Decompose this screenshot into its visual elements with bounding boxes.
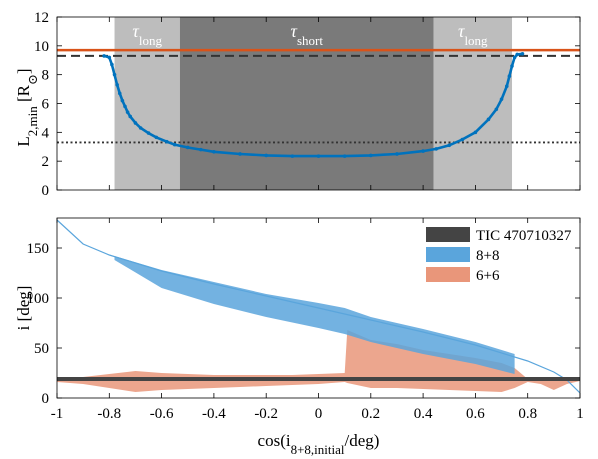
l2min-point	[107, 55, 112, 60]
bottom-x-axis-label: cos(i8+8,initial/deg)	[258, 431, 380, 457]
region-label-0: τlong	[132, 21, 162, 48]
bottom-xtick-label: 0.6	[466, 406, 485, 422]
l2min-point	[499, 97, 504, 101]
legend-label: 8+8	[476, 248, 499, 264]
bottom-xtick-label: -1	[51, 406, 64, 422]
l2min-point	[128, 114, 133, 119]
l2min-point	[102, 54, 106, 58]
bottom-panel: 0 50 100 150 -1 -0.8 -0.6 -0.4 -0.2 0 0.2 0.4 0.6 0.8…	[14, 217, 584, 457]
l2min-point	[138, 126, 143, 130]
bottom-xtick-label: 0.2	[361, 406, 380, 422]
top-plot-area	[57, 17, 580, 190]
top-ytick-label: 6	[42, 97, 50, 113]
bottom-plot-area	[57, 219, 580, 394]
l2min-point	[133, 121, 138, 125]
l2min-point	[238, 152, 242, 156]
bottom-xtick-label: 0.4	[414, 406, 433, 422]
bottom-xtick-label: -0.4	[202, 406, 226, 422]
top-ytick-label: 2	[42, 154, 50, 170]
l2min-point	[165, 139, 169, 144]
bottom-xtick-label: -0.2	[254, 406, 278, 422]
legend: TIC 470710327 8+8 6+6	[426, 227, 572, 284]
l2min-point	[507, 74, 512, 78]
l2min-point	[199, 147, 203, 152]
l2min-point	[494, 107, 499, 112]
l2min-point	[510, 64, 514, 68]
l2min-point	[473, 130, 478, 135]
l2min-curve	[103, 52, 523, 158]
l2min-point	[154, 135, 159, 140]
l2min-point	[369, 153, 373, 158]
region-label-1: τshort	[291, 21, 324, 48]
top-ytick-label: 8	[42, 68, 50, 84]
legend-swatch	[426, 227, 470, 242]
top-ytick-label: 12	[34, 10, 49, 26]
top-ytick-label: 10	[34, 39, 49, 55]
l2min-point	[447, 143, 452, 148]
l2min-point	[486, 117, 491, 122]
l2min-point	[421, 149, 425, 153]
bottom-xtick-label: 0	[315, 406, 323, 422]
bottom-xtick-label: 0.8	[518, 406, 537, 422]
bottom-xtick-label: -0.6	[150, 406, 174, 422]
l2min-point	[316, 154, 321, 158]
band-8plus8	[114, 256, 515, 374]
bottom-ytick-label: 100	[27, 291, 50, 307]
l2min-point	[123, 104, 127, 109]
legend-swatch	[426, 267, 470, 282]
l2min-point	[342, 154, 347, 158]
line-8plus8	[57, 219, 580, 394]
l2min-point	[110, 62, 114, 67]
top-ytick-label: 4	[42, 125, 50, 141]
l2min-point	[120, 98, 125, 103]
l2min-point	[520, 51, 525, 56]
bottom-ytick-label: 50	[34, 341, 49, 357]
l2min-point	[185, 145, 190, 150]
band-6plus6	[57, 330, 580, 392]
top-y-axis-label: L2,min [R⊙]	[14, 68, 40, 146]
bottom-xtick-label: -0.8	[97, 406, 121, 422]
bottom-ytick-label: 150	[27, 241, 50, 257]
region-short-1	[179, 17, 434, 190]
bottom-y-axis-label: i [deg]	[14, 286, 33, 331]
legend-swatch	[426, 247, 470, 262]
l2min-point	[290, 154, 295, 158]
legend-label: 6+6	[476, 268, 500, 284]
l2min-point	[117, 91, 122, 96]
legend-label: TIC 470710327	[476, 228, 572, 244]
l2min-point	[460, 137, 465, 142]
l2min-point	[125, 110, 130, 114]
top-panel: τlong τshort τlong 0 2 4 6 8 10 12 L2,min [R⊙]	[14, 10, 581, 199]
l2min-point	[172, 142, 177, 147]
bottom-ytick-label: 0	[42, 391, 50, 407]
l2min-point	[115, 82, 119, 87]
l2min-point	[515, 52, 520, 57]
bottom-xtick-label: 1	[576, 406, 584, 422]
l2min-point	[395, 152, 399, 156]
l2min-point	[434, 147, 438, 151]
l2min-point	[504, 84, 509, 88]
l2min-point	[146, 131, 151, 135]
region-label-2: τlong	[458, 21, 488, 48]
region-long-0	[114, 17, 180, 190]
l2min-point	[264, 153, 269, 158]
l2min-point	[212, 149, 216, 154]
top-ytick-label: 0	[42, 183, 50, 199]
l2min-point	[512, 55, 517, 60]
l2min-point	[112, 72, 117, 77]
